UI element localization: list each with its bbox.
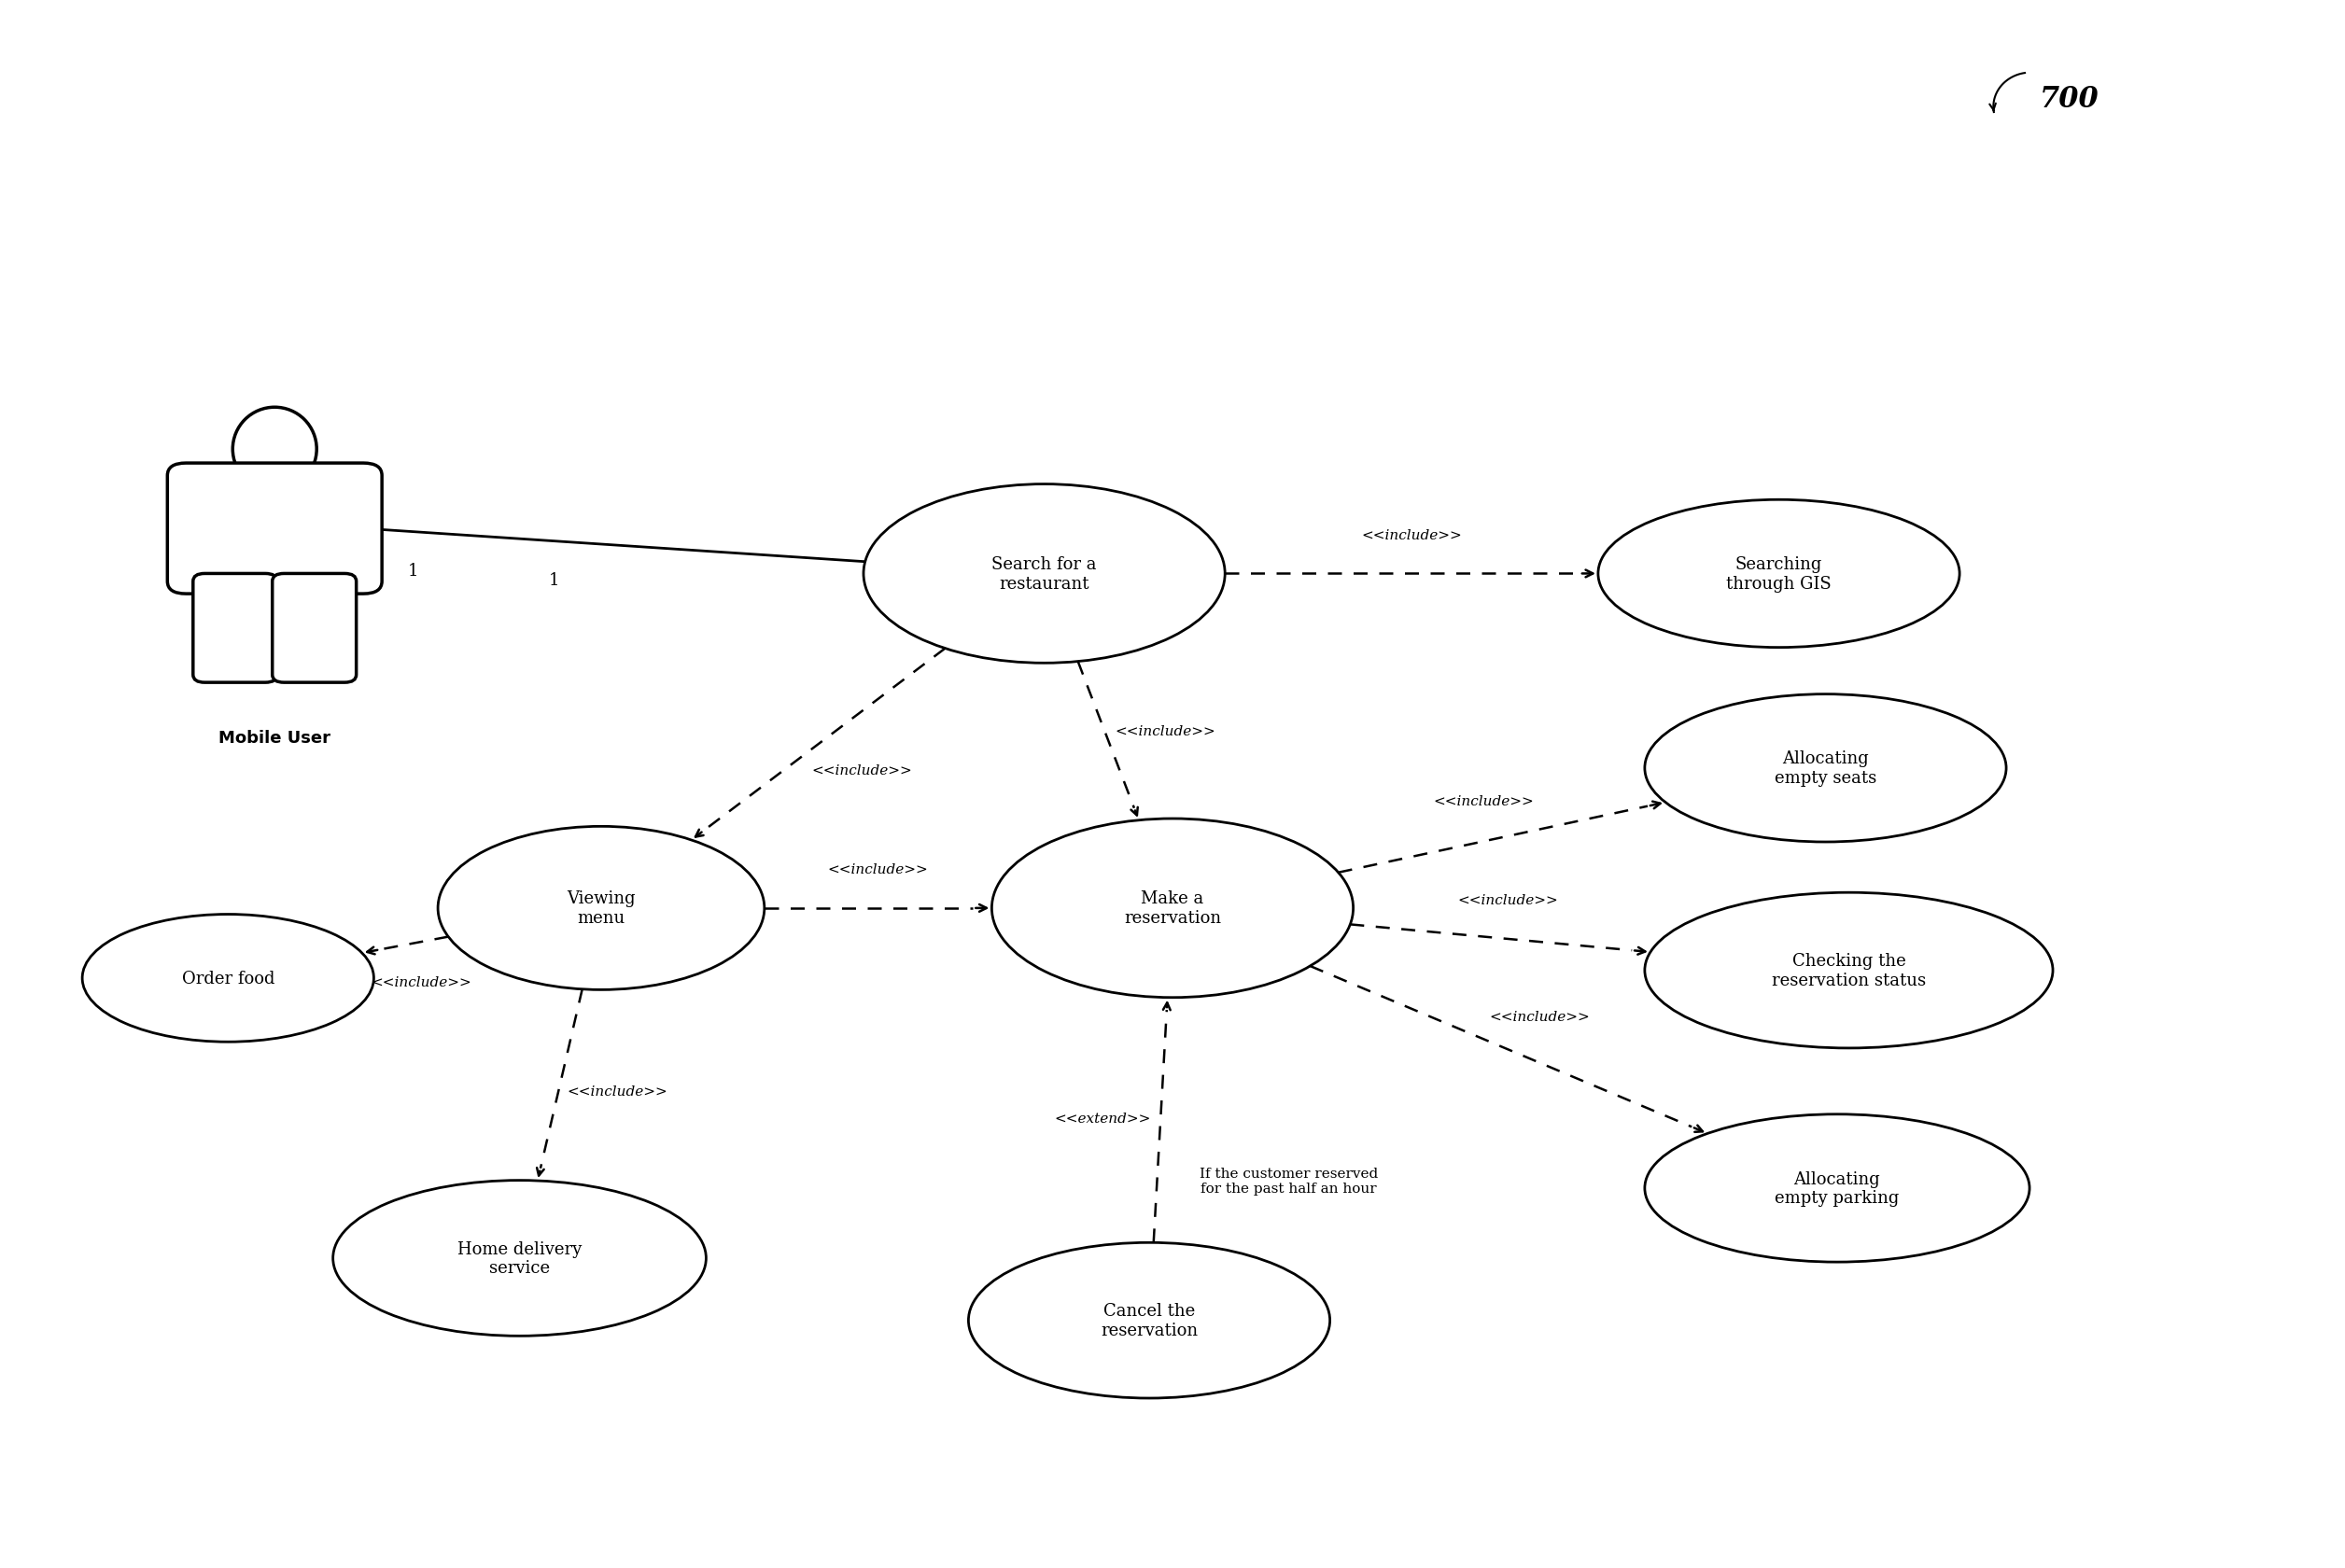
Text: Home delivery
service: Home delivery service [457,1240,582,1276]
Ellipse shape [82,914,373,1043]
Text: <<include>>: <<include>> [1360,528,1461,541]
Text: Mobile User: Mobile User [218,729,331,746]
Text: <<include>>: <<include>> [1489,1011,1590,1024]
Text: 700: 700 [2040,85,2099,114]
Ellipse shape [1644,892,2052,1049]
Text: Search for a
restaurant: Search for a restaurant [992,557,1097,593]
Ellipse shape [439,826,764,989]
Ellipse shape [1644,695,2007,842]
Ellipse shape [333,1181,706,1336]
Ellipse shape [863,485,1224,663]
Text: <<include>>: <<include>> [828,862,929,877]
FancyBboxPatch shape [272,574,356,684]
Text: Cancel the
reservation: Cancel the reservation [1100,1303,1198,1339]
Ellipse shape [232,408,317,491]
Text: 1: 1 [408,563,420,580]
Text: Viewing
menu: Viewing menu [567,891,635,927]
Text: <<include>>: <<include>> [1459,894,1559,906]
Text: <<include>>: <<include>> [1114,724,1215,739]
Text: 1: 1 [549,572,560,590]
Text: Order food: Order food [181,971,274,986]
FancyBboxPatch shape [192,574,277,684]
Ellipse shape [1597,500,1960,648]
Text: <<include>>: <<include>> [1433,795,1534,808]
Ellipse shape [968,1243,1330,1399]
Text: Checking the
reservation status: Checking the reservation status [1773,952,1925,989]
Text: If the customer reserved
for the past half an hour: If the customer reserved for the past ha… [1201,1167,1379,1195]
Ellipse shape [992,818,1353,997]
Text: <<include>>: <<include>> [567,1085,668,1098]
Text: Allocating
empty seats: Allocating empty seats [1775,751,1876,787]
Text: <<include>>: <<include>> [811,764,912,776]
Text: <<extend>>: <<extend>> [1053,1112,1151,1126]
Text: <<include>>: <<include>> [371,975,471,989]
Text: Allocating
empty parking: Allocating empty parking [1775,1170,1899,1206]
Text: Searching
through GIS: Searching through GIS [1726,557,1831,593]
Ellipse shape [1644,1115,2028,1262]
FancyBboxPatch shape [166,464,382,594]
Text: Make a
reservation: Make a reservation [1123,891,1222,927]
